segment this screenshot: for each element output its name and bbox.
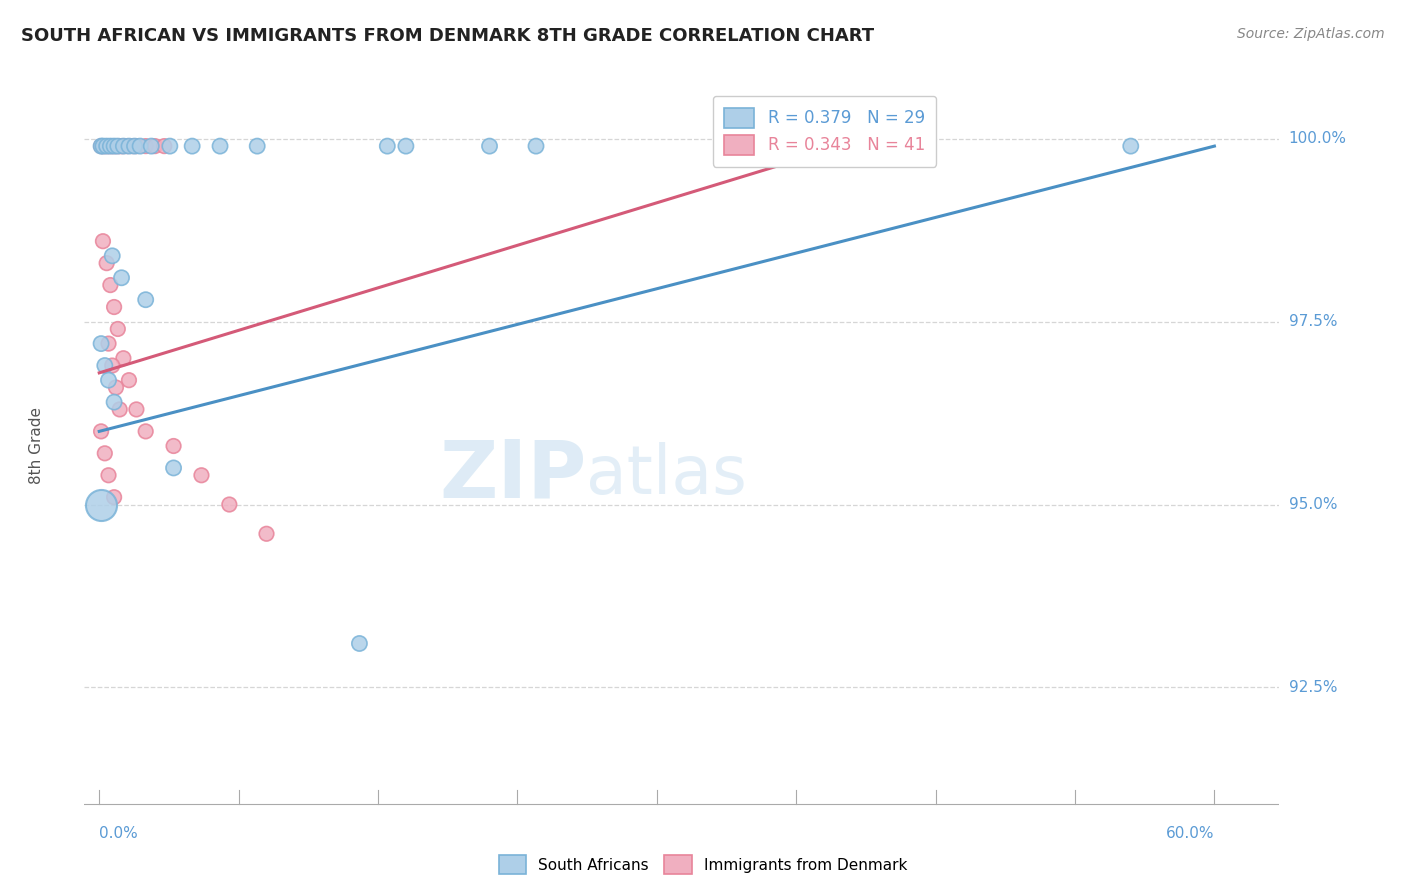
Text: 92.5%: 92.5% — [1289, 680, 1337, 695]
Point — [246, 139, 269, 153]
Point — [112, 139, 135, 153]
Point — [100, 278, 122, 293]
Point — [101, 139, 124, 153]
Point — [94, 359, 117, 373]
Point — [125, 139, 148, 153]
Point — [110, 139, 132, 153]
Point — [103, 490, 125, 504]
Point — [121, 139, 143, 153]
Point — [107, 139, 129, 153]
Point — [118, 373, 141, 387]
Text: 97.5%: 97.5% — [1289, 314, 1337, 329]
Point — [100, 139, 122, 153]
Point — [162, 461, 184, 475]
Point — [100, 139, 122, 153]
Point — [91, 234, 114, 248]
Text: 0.0%: 0.0% — [100, 826, 138, 841]
Point — [135, 139, 157, 153]
Point — [395, 139, 418, 153]
Point — [1119, 139, 1142, 153]
Point — [135, 293, 157, 307]
Point — [96, 139, 118, 153]
Point — [97, 468, 120, 483]
Point — [94, 446, 117, 460]
Point — [101, 249, 124, 263]
Point — [143, 139, 166, 153]
Point — [97, 139, 120, 153]
Point — [90, 336, 112, 351]
Point — [190, 468, 212, 483]
Point — [375, 139, 398, 153]
Text: 100.0%: 100.0% — [1289, 131, 1347, 146]
Point — [159, 139, 181, 153]
Point — [125, 402, 148, 417]
Point — [112, 351, 135, 366]
Point — [108, 402, 131, 417]
Point — [524, 139, 547, 153]
Point — [90, 425, 112, 439]
Text: 60.0%: 60.0% — [1166, 826, 1215, 841]
Point — [153, 139, 176, 153]
Text: atlas: atlas — [586, 442, 747, 508]
Point — [118, 139, 141, 153]
Point — [103, 300, 125, 314]
Point — [103, 395, 125, 409]
Text: 8th Grade: 8th Grade — [30, 408, 44, 484]
Point — [181, 139, 204, 153]
Point — [101, 359, 124, 373]
Text: Source: ZipAtlas.com: Source: ZipAtlas.com — [1237, 27, 1385, 41]
Point — [107, 139, 129, 153]
Text: ZIP: ZIP — [439, 436, 586, 515]
Point — [209, 139, 232, 153]
Text: 95.0%: 95.0% — [1289, 497, 1337, 512]
Point — [218, 498, 240, 512]
Point — [103, 139, 125, 153]
Point — [104, 380, 127, 394]
Point — [115, 139, 138, 153]
Point — [349, 636, 371, 650]
Point — [96, 139, 118, 153]
Point — [162, 439, 184, 453]
Point — [91, 139, 114, 153]
Point — [90, 139, 112, 153]
Point — [478, 139, 501, 153]
Point — [124, 139, 146, 153]
Point — [141, 139, 163, 153]
Point — [112, 139, 135, 153]
Point — [104, 139, 127, 153]
Point — [135, 425, 157, 439]
Text: SOUTH AFRICAN VS IMMIGRANTS FROM DENMARK 8TH GRADE CORRELATION CHART: SOUTH AFRICAN VS IMMIGRANTS FROM DENMARK… — [21, 27, 875, 45]
Point — [90, 139, 112, 153]
Legend: South Africans, Immigrants from Denmark: South Africans, Immigrants from Denmark — [492, 849, 914, 880]
Point — [129, 139, 152, 153]
Point — [97, 336, 120, 351]
Point — [256, 526, 278, 541]
Point — [91, 139, 114, 153]
Point — [107, 322, 129, 336]
Point — [96, 256, 118, 270]
Point — [90, 498, 112, 512]
Point — [94, 139, 117, 153]
Point — [110, 270, 132, 285]
Point — [97, 373, 120, 387]
Legend: R = 0.379   N = 29, R = 0.343   N = 41: R = 0.379 N = 29, R = 0.343 N = 41 — [713, 96, 936, 167]
Point — [103, 139, 125, 153]
Point — [108, 139, 131, 153]
